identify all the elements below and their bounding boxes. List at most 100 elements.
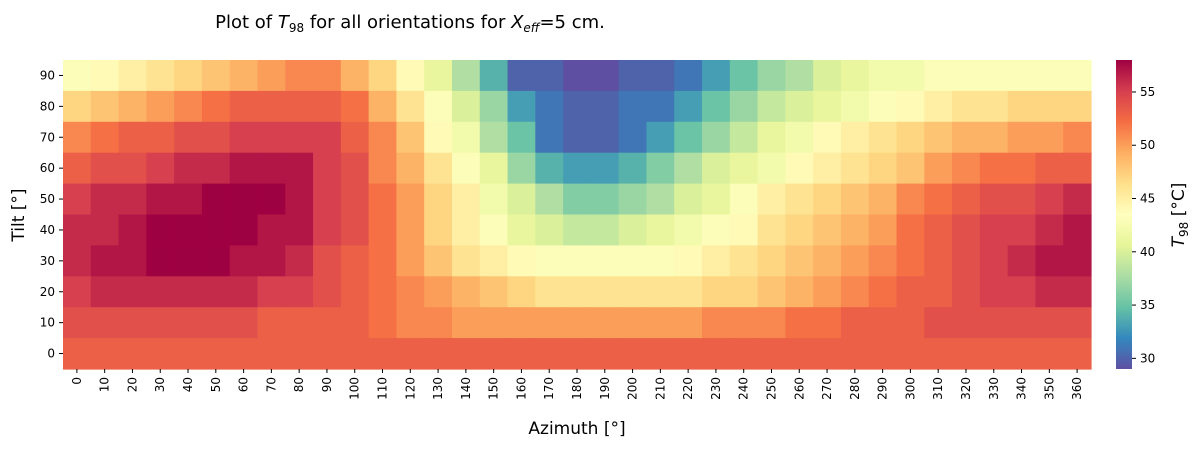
heatmap-cell <box>674 307 703 339</box>
chart-title-t-sub: 98 <box>289 21 304 35</box>
heatmap-cell <box>535 90 564 123</box>
heatmap-cell <box>896 307 925 339</box>
x-tick-label: 150 <box>487 377 501 400</box>
x-tick-label: 40 <box>181 377 195 392</box>
heatmap-cell <box>785 214 814 246</box>
heatmap-cell <box>702 60 731 92</box>
heatmap-cell <box>896 90 925 123</box>
x-tick-label: 190 <box>598 377 612 400</box>
heatmap-cell <box>618 60 648 92</box>
colorbar-tick-label: 35 <box>1140 298 1155 312</box>
heatmap-cell <box>702 183 731 216</box>
heatmap-cell <box>118 276 147 308</box>
x-tick-label: 140 <box>459 377 473 400</box>
heatmap-cell <box>840 307 870 339</box>
heatmap-cell <box>368 183 397 216</box>
heatmap-cell <box>201 121 231 154</box>
heatmap-cell <box>313 183 342 216</box>
heatmap-cell <box>313 307 342 339</box>
y-tick-label: 20 <box>40 285 55 299</box>
heatmap-cell <box>285 276 314 308</box>
heatmap-cell <box>813 183 842 216</box>
heatmap-cell <box>813 307 842 339</box>
heatmap-cell <box>118 60 147 92</box>
heatmap-cell <box>285 60 314 92</box>
heatmap-cell <box>146 90 175 123</box>
heatmap-cell <box>979 338 1009 370</box>
heatmap-cell <box>702 214 731 246</box>
heatmap-cell <box>618 276 648 308</box>
heatmap-cell <box>924 338 953 370</box>
heatmap-cell <box>868 183 898 216</box>
heatmap-cell <box>868 90 898 123</box>
heatmap-cell <box>1063 307 1092 339</box>
heatmap-cell <box>563 90 592 123</box>
heatmap-cell <box>952 152 981 185</box>
heatmap-cell <box>1007 338 1037 370</box>
heatmap-cell <box>1063 276 1092 308</box>
heatmap-cell <box>451 121 481 154</box>
heatmap-cell <box>479 152 509 185</box>
heatmap-cell <box>174 90 203 123</box>
x-tick-label: 240 <box>737 377 751 400</box>
x-tick-label: 0 <box>70 377 84 385</box>
heatmap-cell <box>896 152 925 185</box>
heatmap-cell <box>840 152 870 185</box>
heatmap-cell <box>674 276 703 308</box>
heatmap-cell <box>451 276 481 308</box>
heatmap-cell <box>229 152 259 185</box>
heatmap-cell <box>646 152 675 185</box>
heatmap-cell <box>1035 152 1064 185</box>
heatmap-cell <box>229 121 259 154</box>
heatmap-cell <box>174 152 203 185</box>
heatmap-cell <box>979 90 1009 123</box>
heatmap-cell <box>201 245 231 277</box>
heatmap-cell <box>924 276 953 308</box>
heatmap-cell <box>118 183 147 216</box>
heatmap-cell <box>952 121 981 154</box>
heatmap-cell <box>896 60 925 92</box>
heatmap-cell <box>396 90 425 123</box>
heatmap-cell <box>952 338 981 370</box>
x-tick-label: 250 <box>764 377 778 400</box>
heatmap-cell <box>618 183 648 216</box>
heatmap-cell <box>340 214 370 246</box>
heatmap-cell <box>840 183 870 216</box>
heatmap-cell <box>174 245 203 277</box>
heatmap-cell <box>174 121 203 154</box>
heatmap-cell <box>479 183 509 216</box>
heatmap-cell <box>979 245 1009 277</box>
heatmap-cell <box>229 276 259 308</box>
heatmap-cell <box>618 152 648 185</box>
heatmap-cell <box>868 245 898 277</box>
heatmap-cell <box>1007 214 1037 246</box>
heatmap-cell <box>785 307 814 339</box>
heatmap-cell <box>757 183 786 216</box>
y-tick-label: 80 <box>40 99 55 113</box>
y-tick-label: 60 <box>40 161 55 175</box>
heatmap-cell <box>63 307 92 339</box>
heatmap-cell <box>229 183 259 216</box>
heatmap-cell <box>201 152 231 185</box>
heatmap-cell <box>479 307 509 339</box>
heatmap-cell <box>118 214 147 246</box>
heatmap-cell <box>201 60 231 92</box>
heatmap-cell <box>729 121 759 154</box>
heatmap-cell <box>924 121 953 154</box>
x-tick-label: 210 <box>653 377 667 400</box>
heatmap-cell <box>313 245 342 277</box>
heatmap-cell <box>1063 60 1092 92</box>
heatmap-cell <box>396 276 425 308</box>
heatmap-cell <box>924 307 953 339</box>
heatmap-cell <box>90 307 120 339</box>
heatmap-cell <box>896 121 925 154</box>
heatmap-cell <box>590 90 620 123</box>
colorbar-label: T98 [°C] <box>1169 183 1191 248</box>
heatmap-cell <box>924 214 953 246</box>
heatmap-cell <box>451 60 481 92</box>
heatmap-cell <box>507 338 536 370</box>
heatmap-cell <box>563 121 592 154</box>
heatmap-cell <box>868 307 898 339</box>
chart-title-prefix: Plot of <box>215 12 278 33</box>
y-tick-label: 70 <box>40 130 55 144</box>
